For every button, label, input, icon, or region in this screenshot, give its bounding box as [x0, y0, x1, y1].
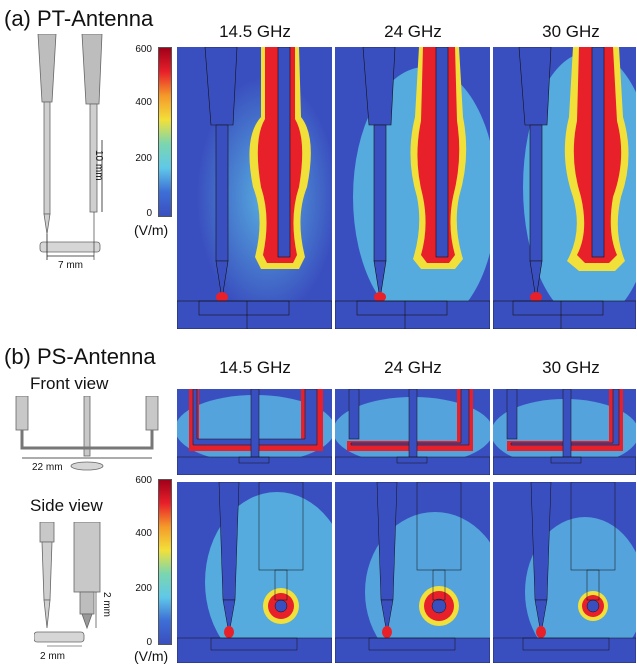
- side-field-map-14-5ghz: [177, 482, 332, 663]
- colorbar-a-tick-400: 400: [135, 97, 152, 108]
- freq-a-3: 30 GHz: [542, 22, 600, 41]
- ps-side-height-dim: 2 mm: [101, 592, 112, 617]
- front-field-map-30ghz: [493, 389, 636, 475]
- freq-b-3: 30 GHz: [542, 358, 600, 377]
- ps-side-schematic: [34, 522, 101, 647]
- pt-antenna-schematic: [37, 34, 103, 260]
- section-b-label: (b) PS-Antenna: [4, 344, 156, 369]
- side-field-map-24ghz: [335, 482, 490, 663]
- colorbar-b: [158, 479, 172, 645]
- colorbar-a-tick-0: 0: [146, 208, 152, 219]
- pt-gap-dim: 7 mm: [58, 260, 83, 271]
- colorbar-b-tick-200: 200: [135, 583, 152, 594]
- colorbar-b-tick-600: 600: [135, 475, 152, 486]
- front-field-map-24ghz: [335, 389, 490, 475]
- front-field-map-14-5ghz: [177, 389, 332, 475]
- colorbar-b-unit: (V/m): [134, 648, 169, 664]
- side-view-label: Side view: [30, 496, 103, 515]
- ps-front-schematic: [15, 396, 159, 471]
- section-a-label: (a) PT-Antenna: [4, 6, 154, 31]
- colorbar-b-tick-0: 0: [146, 637, 152, 648]
- colorbar-b-tick-400: 400: [135, 528, 152, 539]
- colorbar-a: [158, 47, 172, 217]
- field-map-a-30ghz: [493, 47, 636, 329]
- field-map-a-14-5ghz: [177, 47, 332, 329]
- side-field-map-30ghz: [493, 482, 636, 663]
- freq-a-1: 14.5 GHz: [219, 22, 291, 41]
- colorbar-a-tick-600: 600: [135, 44, 152, 55]
- freq-b-1: 14.5 GHz: [219, 358, 291, 377]
- freq-a-2: 24 GHz: [384, 22, 442, 41]
- ps-side-width-dim: 2 mm: [40, 651, 65, 662]
- colorbar-a-unit: (V/m): [134, 222, 169, 238]
- field-map-a-24ghz: [335, 47, 490, 329]
- ps-front-width-dim: 22 mm: [32, 462, 63, 473]
- colorbar-a-tick-200: 200: [135, 153, 152, 164]
- freq-b-2: 24 GHz: [384, 358, 442, 377]
- front-view-label: Front view: [30, 374, 109, 393]
- pt-length-dim: 10 mm: [93, 150, 104, 181]
